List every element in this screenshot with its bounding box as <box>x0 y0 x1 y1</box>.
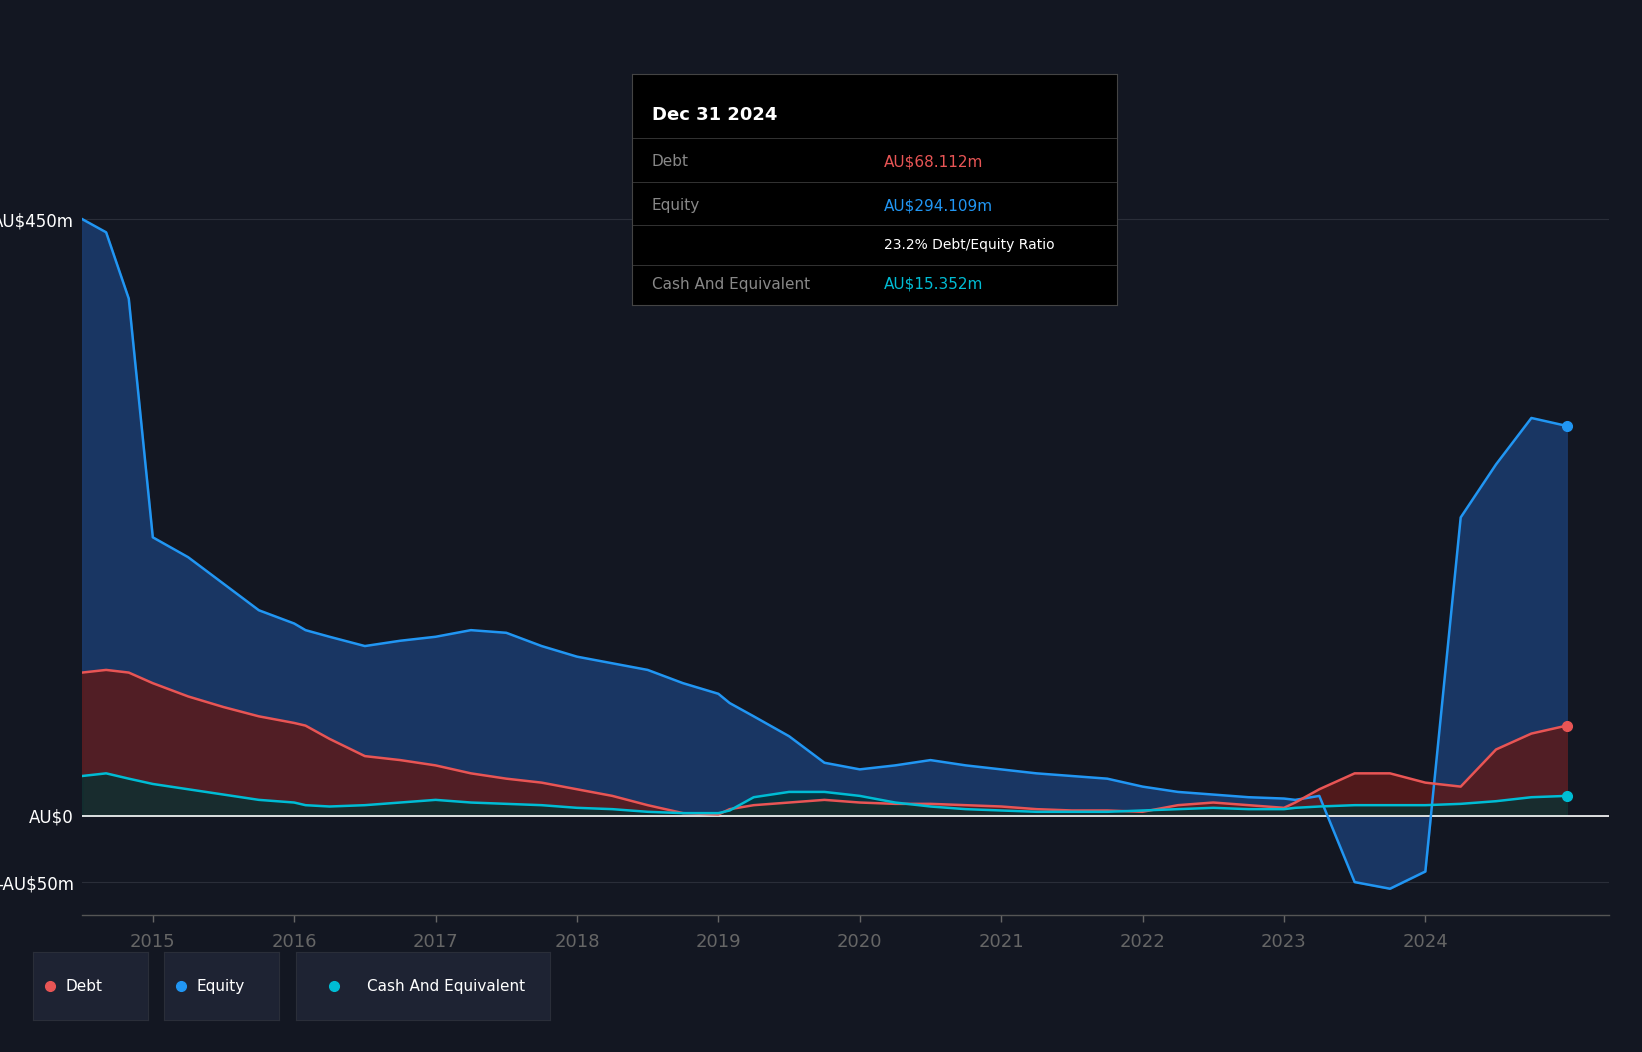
Text: Dec 31 2024: Dec 31 2024 <box>652 106 777 124</box>
Text: Debt: Debt <box>66 978 102 994</box>
Text: 23.2% Debt/Equity Ratio: 23.2% Debt/Equity Ratio <box>883 238 1054 251</box>
Text: AU$15.352m: AU$15.352m <box>883 277 984 291</box>
Text: AU$294.109m: AU$294.109m <box>883 198 993 214</box>
Text: Cash And Equivalent: Cash And Equivalent <box>652 277 810 291</box>
Text: Equity: Equity <box>197 978 245 994</box>
Text: Equity: Equity <box>652 198 699 214</box>
Text: Cash And Equivalent: Cash And Equivalent <box>366 978 525 994</box>
Text: AU$68.112m: AU$68.112m <box>883 154 984 169</box>
Text: Debt: Debt <box>652 154 688 169</box>
